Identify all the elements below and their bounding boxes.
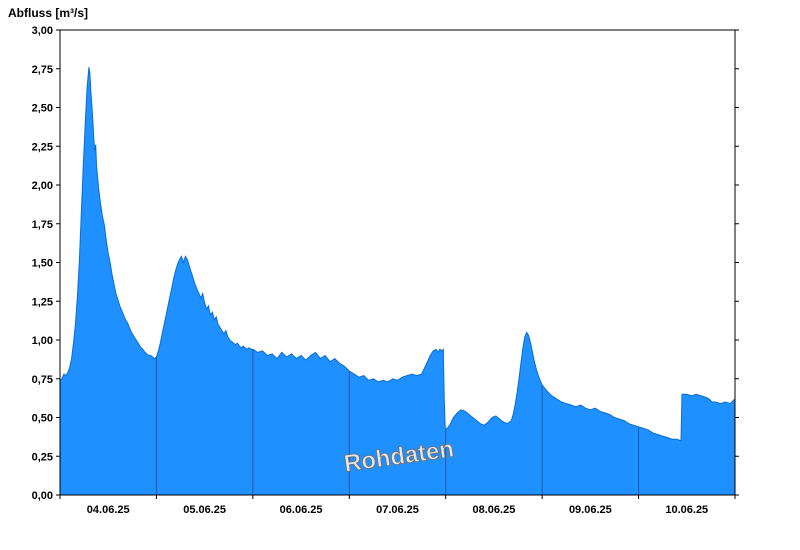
x-axis-day-label: 04.06.25: [87, 504, 130, 516]
y-axis-tick-label: 0,50: [32, 413, 53, 425]
y-axis-tick-label: 0,00: [32, 490, 53, 502]
x-axis-day-label: 08.06.25: [473, 504, 516, 516]
y-axis-tick-label: 3,00: [32, 25, 53, 37]
chart-title: Abfluss [m³/s]: [8, 6, 89, 20]
y-axis-tick-label: 0,75: [32, 374, 53, 386]
x-axis-day-label: 07.06.25: [376, 504, 419, 516]
y-axis-tick-label: 2,75: [32, 64, 53, 76]
y-axis-tick-label: 2,25: [32, 141, 53, 153]
discharge-area-series: [60, 67, 735, 495]
y-axis-tick-label: 1,50: [32, 258, 53, 270]
y-axis-tick-label: 1,25: [32, 296, 53, 308]
y-axis-tick-label: 2,50: [32, 103, 53, 115]
y-axis-tick-label: 2,00: [32, 180, 53, 192]
x-axis-day-label: 05.06.25: [183, 504, 226, 516]
discharge-line: [59, 67, 736, 442]
x-axis-day-label: 06.06.25: [280, 504, 323, 516]
y-axis-tick-label: 1,75: [32, 219, 53, 231]
y-axis-tick-label: 0,25: [32, 451, 53, 463]
x-axis-day-label: 09.06.25: [569, 504, 612, 516]
x-axis-day-label: 10.06.25: [665, 504, 708, 516]
chart-plot: 0,00 0,25 0,50 0,75 1,00 1,25 1,50 1,75 2,00 2,25…: [32, 25, 739, 516]
y-axis-tick-label: 1,00: [32, 335, 53, 347]
